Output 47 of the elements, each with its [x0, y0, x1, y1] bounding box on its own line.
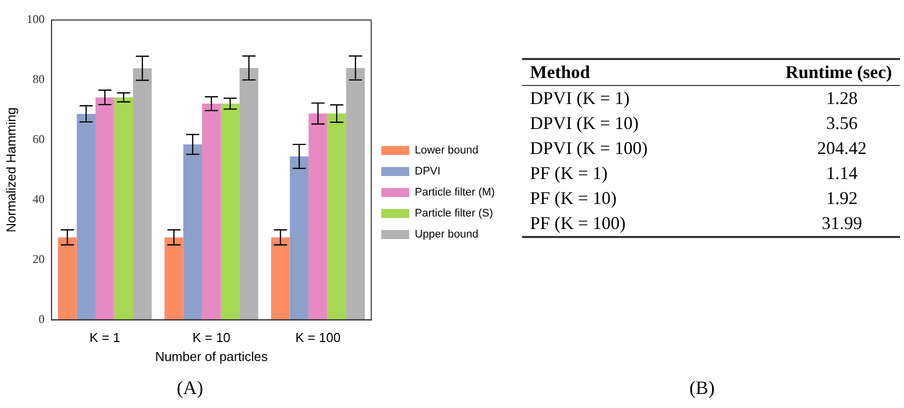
text: (B) [688, 378, 716, 400]
data-label: 31.99 [820, 212, 864, 235]
bar [96, 97, 114, 320]
legend-label: Particle filter (S) [414, 208, 493, 220]
data-label: 204.42 [816, 137, 868, 160]
category-label: PF (K = 10) [529, 187, 618, 210]
bar [164, 237, 184, 320]
text: Runtime (sec) [784, 61, 893, 84]
bar [58, 237, 77, 320]
category-label: PF (K = 1) [529, 162, 609, 185]
bar [183, 144, 202, 320]
data-label: 1.14 [825, 162, 859, 185]
bar [308, 114, 328, 320]
y-tick-label: 60 [32, 132, 45, 146]
category-label: DPVI (K = 1) [529, 87, 631, 110]
legend-label: Lower bound [414, 144, 478, 157]
data-label: 1.92 [825, 187, 859, 210]
bar [346, 68, 365, 320]
bar [133, 68, 152, 320]
y-tick-label: 100 [26, 12, 45, 26]
x-tick-label: K = 100 [295, 330, 341, 346]
bar [271, 237, 290, 320]
x-axis-title: Number of particles [155, 348, 268, 364]
legend-label: Upper bound [414, 228, 478, 241]
category-label: DPVI (K = 100) [529, 137, 649, 160]
text: (A) [176, 378, 204, 400]
bar [290, 156, 309, 320]
text: Method [529, 61, 591, 84]
bar [76, 114, 96, 320]
bar [202, 104, 221, 320]
bar [327, 114, 346, 320]
x-tick-label: K = 1 [90, 330, 120, 346]
y-tick-label: 20 [32, 252, 45, 266]
y-tick-label: 40 [32, 192, 45, 206]
bar [114, 97, 134, 320]
bar [240, 68, 258, 320]
category-label: PF (K = 100) [529, 212, 627, 235]
legend-label: Particle filter (M) [414, 186, 495, 199]
data-label: 1.28 [825, 87, 859, 110]
category-label: DPVI (K = 10) [529, 112, 640, 135]
y-tick-label: 0 [38, 312, 45, 326]
bar [220, 104, 240, 320]
x-tick-label: K = 10 [192, 330, 230, 346]
y-tick-label: 80 [32, 72, 45, 86]
legend-label: DPVI [414, 166, 440, 178]
data-label: 3.56 [825, 112, 859, 135]
y-axis-title: Normalized Hamming [3, 107, 18, 232]
